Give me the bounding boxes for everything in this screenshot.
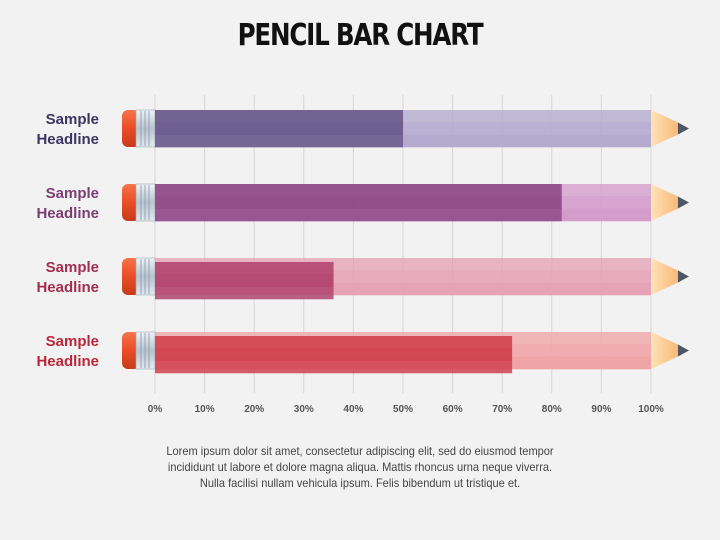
chart-title: PENCIL BAR CHART — [237, 18, 484, 53]
category-label: Headline — [36, 279, 99, 296]
bar-value — [155, 262, 334, 300]
x-tick-label: 10% — [195, 404, 215, 415]
bar-value-stripe — [155, 122, 403, 135]
bar-value-stripe — [155, 274, 334, 287]
category-label: Sample — [46, 111, 99, 128]
bar-value-stripe — [155, 348, 513, 361]
x-tick-label: 100% — [638, 404, 664, 415]
x-tick-label: 80% — [542, 404, 562, 415]
bar-value — [155, 336, 513, 374]
category-label: Sample — [46, 333, 99, 350]
x-tick-label: 0% — [148, 404, 163, 415]
pencil-bar — [122, 109, 689, 148]
bar-value-stripe — [155, 336, 513, 349]
pencil-bar — [122, 183, 689, 222]
x-tick-label: 50% — [393, 404, 413, 415]
bar-value-stripe — [155, 184, 562, 197]
x-tick-label: 30% — [294, 404, 314, 415]
x-tick-label: 90% — [591, 404, 611, 415]
ferrule-icon — [135, 183, 156, 222]
x-tick-label: 70% — [492, 404, 512, 415]
eraser-icon — [122, 332, 140, 369]
bar-value — [155, 110, 403, 148]
pencil-lead-tip — [678, 196, 689, 209]
pencil-bar-chart: 0% 10% 20% 30% 40% 50% 60% 70% 80% 90% 100% Sample… — [36, 95, 689, 415]
x-tick-label: 40% — [343, 404, 363, 415]
eraser-icon — [122, 110, 140, 147]
ferrule-icon — [135, 257, 156, 296]
bar-value-stripe — [155, 208, 562, 222]
pencil-bar — [122, 331, 689, 374]
bar-value-stripe — [155, 360, 513, 374]
pencil-lead-tip — [678, 122, 689, 135]
x-tick-label: 60% — [443, 404, 463, 415]
pencil-lead-tip — [678, 270, 689, 283]
bar-value-stripe — [155, 134, 403, 148]
caption-text: Lorem ipsum dolor sit amet, consectetur … — [166, 444, 554, 490]
category-label: Headline — [36, 205, 99, 222]
pencil-wood-tip — [651, 110, 678, 147]
bar-value-stripe — [155, 262, 334, 275]
x-tick-label: 20% — [244, 404, 264, 415]
pencil-wood-tip — [651, 258, 678, 295]
ferrule-icon — [135, 109, 156, 148]
ferrule-icon — [135, 331, 156, 370]
category-label: Headline — [36, 131, 99, 148]
bar-value-stripe — [155, 286, 334, 300]
category-label: Sample — [46, 185, 99, 202]
pencil-wood-tip — [651, 184, 678, 221]
bar-value — [155, 184, 562, 222]
eraser-icon — [122, 184, 140, 221]
pencil-lead-tip — [678, 344, 689, 357]
bar-value-stripe — [155, 196, 562, 209]
category-label: Headline — [36, 353, 99, 370]
eraser-icon — [122, 258, 140, 295]
category-label: Sample — [46, 259, 99, 276]
pencil-bar — [122, 257, 689, 300]
pencil-wood-tip — [651, 332, 678, 369]
bar-value-stripe — [155, 110, 403, 123]
